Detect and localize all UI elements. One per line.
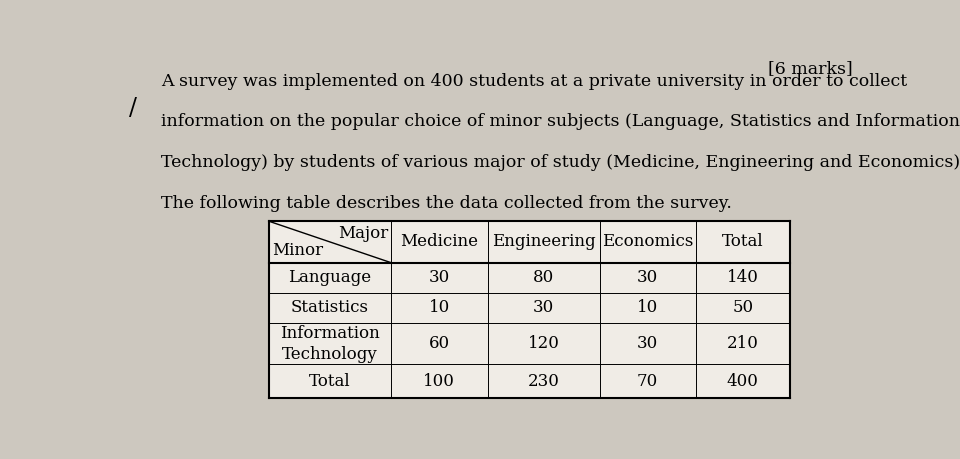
Text: information on the popular choice of minor subjects (Language, Statistics and In: information on the popular choice of min…	[161, 113, 960, 130]
Text: 60: 60	[429, 335, 450, 352]
Text: 30: 30	[637, 269, 659, 286]
Text: 120: 120	[528, 335, 560, 352]
Text: Minor: Minor	[272, 242, 323, 259]
Text: 100: 100	[423, 373, 455, 390]
Text: Statistics: Statistics	[291, 299, 369, 316]
Text: 140: 140	[727, 269, 758, 286]
Text: A survey was implemented on 400 students at a private university in order to col: A survey was implemented on 400 students…	[161, 73, 907, 90]
Text: 30: 30	[429, 269, 450, 286]
Text: 70: 70	[637, 373, 659, 390]
Text: Medicine: Medicine	[400, 234, 478, 251]
Text: Total: Total	[722, 234, 763, 251]
Text: Engineering: Engineering	[492, 234, 595, 251]
Text: /: /	[129, 97, 137, 121]
Text: 10: 10	[637, 299, 659, 316]
Text: 30: 30	[533, 299, 554, 316]
Text: 80: 80	[533, 269, 554, 286]
Text: Information
Technology: Information Technology	[280, 325, 380, 363]
Text: Economics: Economics	[602, 234, 693, 251]
Text: Technology) by students of various major of study (Medicine, Engineering and Eco: Technology) by students of various major…	[161, 154, 960, 171]
Text: 400: 400	[727, 373, 758, 390]
Text: [6 marks]: [6 marks]	[768, 61, 852, 78]
Text: Major: Major	[338, 225, 388, 242]
Text: 30: 30	[637, 335, 659, 352]
Text: 50: 50	[732, 299, 754, 316]
Text: 230: 230	[528, 373, 560, 390]
Text: Language: Language	[288, 269, 372, 286]
Bar	[269, 221, 789, 398]
Text: Total: Total	[309, 373, 350, 390]
Text: 210: 210	[727, 335, 758, 352]
Text: 10: 10	[429, 299, 450, 316]
Text: The following table describes the data collected from the survey.: The following table describes the data c…	[161, 195, 732, 212]
